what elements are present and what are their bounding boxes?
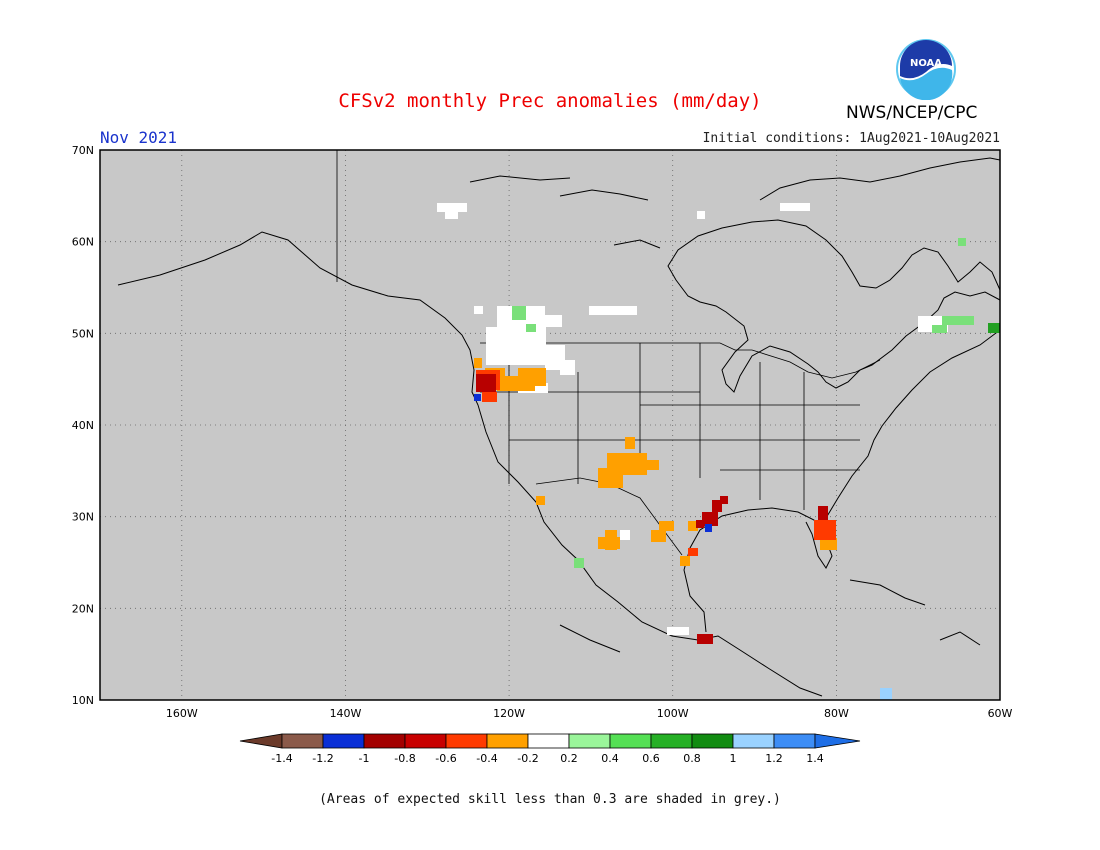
legend-tick-label: 0.8: [683, 752, 701, 765]
legend-tick-label: -0.6: [435, 752, 456, 765]
lat-label: 40N: [72, 419, 94, 432]
legend-color-cell: [527, 733, 570, 749]
legend-color-cell: [404, 733, 447, 749]
agency-label: NWS/NCEP/CPC: [846, 103, 978, 123]
lon-label: 140W: [330, 707, 362, 720]
legend-tick-label: -0.2: [517, 752, 538, 765]
lat-label: 30N: [72, 511, 94, 524]
lon-label: 100W: [657, 707, 689, 720]
map-title: CFSv2 monthly Prec anomalies (mm/day): [338, 90, 762, 112]
legend-color-cell: [773, 733, 816, 749]
anomaly-patches: [437, 203, 1000, 700]
lat-label: 10N: [72, 694, 94, 707]
lon-label: 160W: [166, 707, 198, 720]
legend-tick-label: 1.4: [806, 752, 824, 765]
initial-conditions: Initial conditions: 1Aug2021-10Aug2021: [702, 131, 1000, 146]
legend-color-cell: [486, 733, 529, 749]
legend-tick-label: -0.8: [394, 752, 415, 765]
forecast-period: Nov 2021: [100, 128, 178, 147]
legend-color-cell: [445, 733, 488, 749]
lon-label: 120W: [493, 707, 525, 720]
legend-color-cell: [568, 733, 611, 749]
lat-label: 60N: [72, 236, 94, 249]
lon-label: 80W: [824, 707, 849, 720]
legend-tick-label: -1: [359, 752, 370, 765]
lat-label: 50N: [72, 327, 94, 340]
lon-axis-labels: 160W 140W 120W 100W 80W 60W: [166, 707, 1013, 720]
legend-tick-label: 0.4: [601, 752, 619, 765]
legend-tick-label: -1.4: [271, 752, 292, 765]
color-legend: -1.4 -1.2 -1 -0.8 -0.6 -0.4 -0.2 0.2 0.4 0.6 0.8 1 1…: [239, 733, 861, 765]
legend-color-cell: [281, 733, 324, 749]
noaa-logo-text: NOAA: [910, 58, 942, 69]
legend-under-arrow: [239, 733, 283, 749]
coastlines: [117, 157, 1001, 697]
legend-tick-label: 0.2: [560, 752, 578, 765]
lat-label: 20N: [72, 602, 94, 615]
legend-color-cell: [609, 733, 652, 749]
legend-tick-label: -1.2: [312, 752, 333, 765]
legend-color-cell: [363, 733, 406, 749]
legend-tick-label: 1.2: [765, 752, 783, 765]
lat-axis-labels: 70N 60N 50N 40N 30N 20N 10N: [72, 144, 94, 707]
legend-color-cell: [732, 733, 775, 749]
map-frame: [99, 149, 1001, 701]
legend-tick-label: 0.6: [642, 752, 660, 765]
legend-tick-label: -0.4: [476, 752, 497, 765]
legend-tick-label: 1: [730, 752, 737, 765]
lat-label: 70N: [72, 144, 94, 157]
legend-over-arrow: [814, 733, 861, 749]
legend-color-cell: [691, 733, 734, 749]
legend-color-cell: [322, 733, 365, 749]
footnote: (Areas of expected skill less than 0.3 a…: [319, 792, 781, 807]
noaa-logo: NOAA: [896, 39, 956, 100]
lon-label: 60W: [988, 707, 1013, 720]
legend-color-cell: [650, 733, 693, 749]
